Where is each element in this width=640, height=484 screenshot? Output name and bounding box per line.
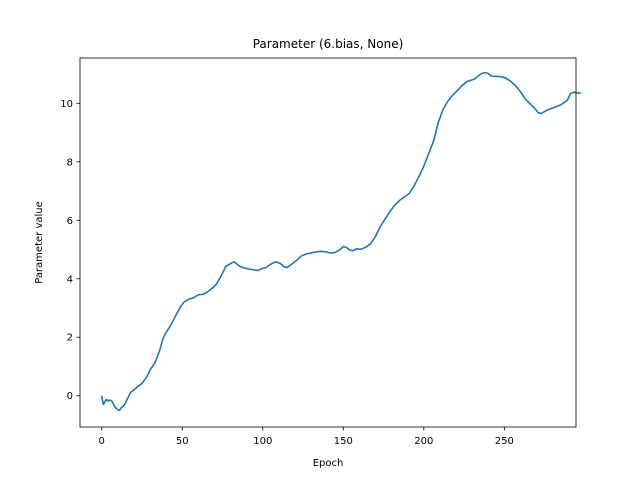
- x-axis-ticks: 0 50 100 150 200 250: [99, 427, 514, 447]
- plot-area: [80, 58, 576, 427]
- y-axis-label: Parameter value: [34, 201, 45, 284]
- x-tick-label: 0: [99, 436, 105, 447]
- y-tick-label: 2: [67, 333, 73, 344]
- x-axis-label: Epoch: [313, 458, 344, 469]
- x-tick-label: 250: [495, 436, 514, 447]
- x-tick-label: 50: [176, 436, 189, 447]
- x-tick-label: 150: [334, 436, 353, 447]
- series-layer: [100, 71, 581, 412]
- plot-frame: [79, 57, 577, 428]
- x-tick-label: 200: [414, 436, 433, 447]
- y-tick-label: 10: [60, 99, 73, 110]
- y-axis-ticks: 0 2 4 6 8 10: [60, 99, 80, 402]
- y-tick-label: 6: [67, 216, 73, 227]
- series-line-0: [100, 71, 581, 412]
- chart-title: Parameter (6.bias, None): [253, 37, 404, 51]
- x-tick-label: 100: [253, 436, 272, 447]
- y-tick-label: 0: [67, 391, 73, 402]
- y-tick-label: 8: [67, 157, 73, 168]
- y-tick-label: 4: [67, 274, 73, 285]
